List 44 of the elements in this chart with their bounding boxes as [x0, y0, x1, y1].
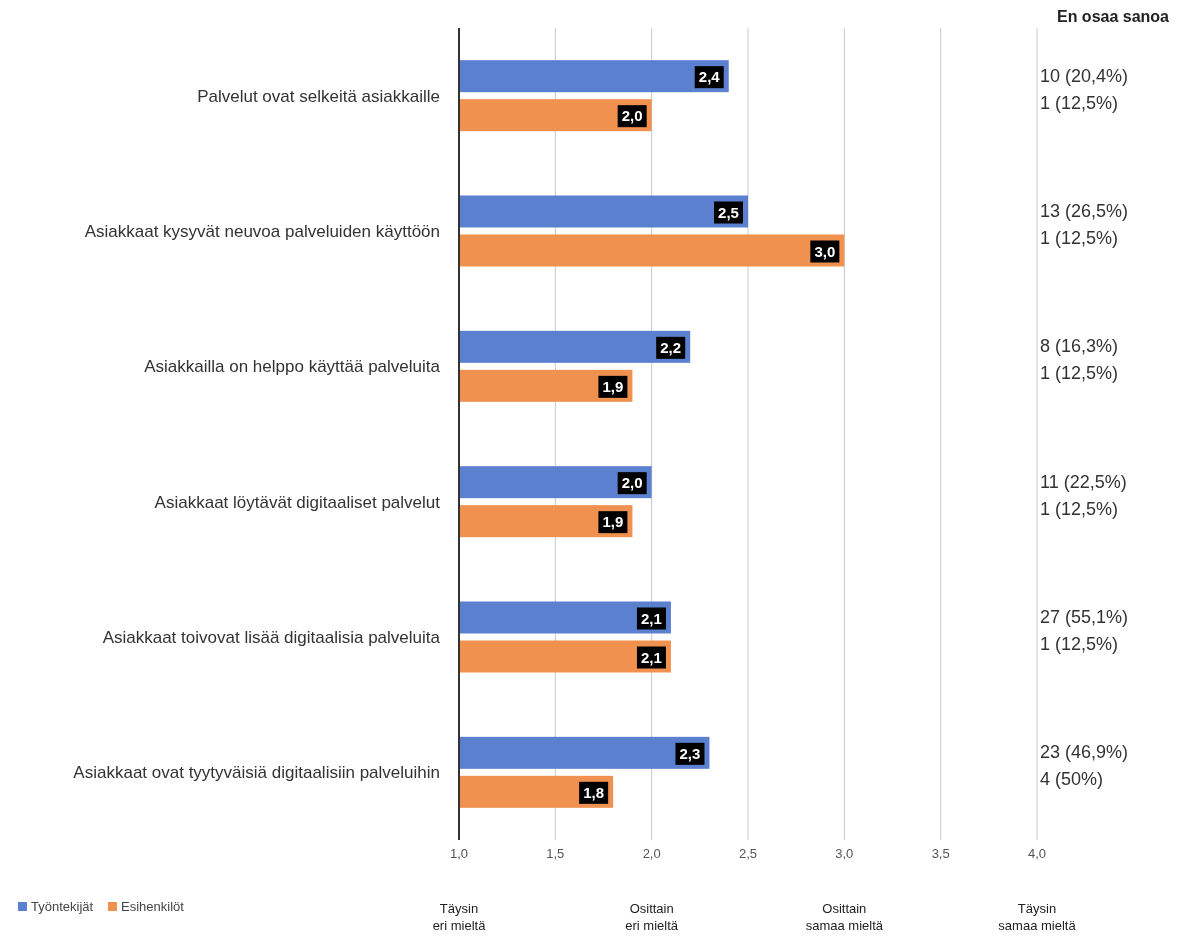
text: Osittain eri mieltä — [625, 901, 679, 933]
data-label: 2,0 — [621, 107, 643, 125]
text: 1 (12,5%) — [1040, 228, 1119, 248]
x-tick-label: 1,0 — [449, 846, 469, 861]
data-label: 3,0 — [814, 242, 836, 260]
x-tick-label: 2,0 — [642, 846, 661, 861]
data-label: 2,0 — [621, 474, 643, 492]
text: En osaa sanoa — [1056, 8, 1170, 25]
text: 1 (12,5%) — [1040, 363, 1119, 384]
data-label: 2,1 — [641, 609, 662, 627]
data-label: 2,4 — [698, 68, 721, 86]
text: Täysin samaa mieltä — [998, 901, 1077, 933]
x-tick-label: 3,5 — [931, 846, 950, 861]
text: 1 (12,5%) — [1040, 92, 1119, 113]
y-tick-label: Asiakkaat ovat tyytyväisiä digitaalisiin palveluihin — [73, 763, 440, 783]
y-tick-label: Asiakkaat toivovat lisää digitaalisia palveluita — [102, 628, 441, 647]
data-label: 2,3 — [679, 744, 701, 762]
data-label: 1,9 — [602, 513, 624, 531]
x-tick-label: 3,0 — [835, 846, 854, 861]
data-label: 2,1 — [641, 648, 662, 666]
y-tick-label: Palvelut ovat selkeitä asiakkaille — [197, 86, 440, 106]
y-tick-label: Asiakkaat löytävät digitaaliset palvelut — [154, 492, 441, 512]
y-tick-label: Asiakkailla on helppo käyttää palveluita — [144, 357, 441, 377]
text: 11 (22,5%) — [1040, 471, 1127, 492]
text: 23 (46,9%) — [1040, 742, 1129, 763]
y-tick-label: Asiakkaat kysyvät neuvoa palveluiden käyttöön — [84, 222, 440, 241]
text: Täysin eri mieltä — [432, 901, 487, 933]
text: 10 (20,4%) — [1040, 65, 1129, 86]
legend-label: Esihenkilöt — [121, 899, 185, 914]
data-label: 2,2 — [660, 338, 682, 356]
data-label: 1,8 — [583, 783, 605, 801]
text: 4 (50%) — [1040, 769, 1104, 790]
text: 1 (12,5%) — [1040, 498, 1119, 519]
x-tick-label: 1,5 — [546, 846, 565, 861]
text: 8 (16,3%) — [1040, 336, 1119, 357]
text: 13 (26,5%) — [1040, 201, 1129, 221]
data-label: 1,9 — [602, 377, 624, 395]
text: Osittain samaa mieltä — [805, 901, 884, 933]
legend-label: Työntekijät — [31, 899, 94, 914]
text: 1 (12,5%) — [1040, 634, 1119, 654]
data-label: 2,5 — [718, 203, 739, 221]
text: 27 (55,1%) — [1040, 607, 1129, 627]
x-tick-label: 4,0 — [1027, 846, 1047, 861]
x-tick-label: 2,5 — [738, 846, 758, 861]
